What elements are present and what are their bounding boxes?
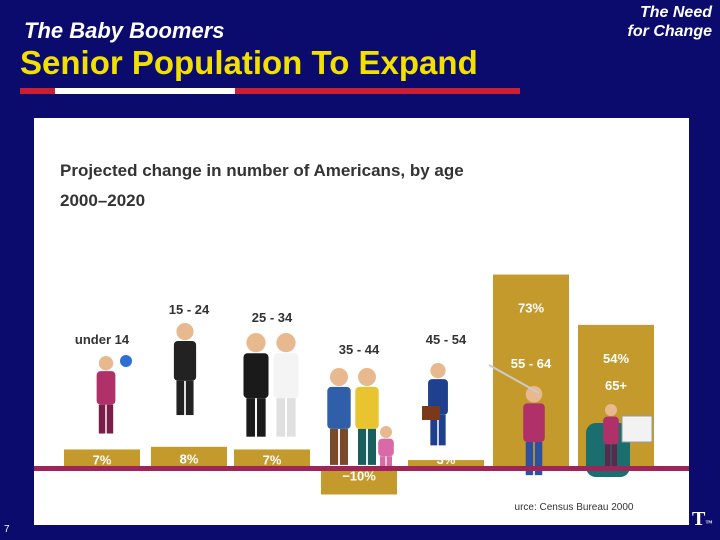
section-label-line2: for Change: [627, 23, 712, 40]
bar-1: [151, 446, 227, 468]
figure-groom-head: [246, 333, 266, 353]
chart-title-line2: 2000–2020: [60, 191, 145, 210]
figure-businessman-torso: [428, 379, 448, 415]
figure-bride: [273, 333, 299, 437]
category-label-5: 55 - 64: [511, 356, 552, 371]
bar-0: [64, 449, 140, 468]
golf-club-icon: [488, 364, 540, 394]
figure-senior-leg-left: [605, 444, 611, 469]
figure-groom: [243, 333, 269, 437]
logo-letter: T: [692, 508, 706, 530]
figure-parent-man-leg-right: [339, 428, 348, 465]
figure-senior-torso: [603, 416, 619, 445]
figure-parent-man-torso: [327, 386, 351, 429]
figure-businessman-leg-left: [430, 414, 438, 446]
figure-graduate: [173, 323, 197, 416]
value-label-6: 54%: [603, 351, 629, 366]
figure-toddler-head: [380, 426, 392, 438]
section-label: The Need for Change: [628, 3, 712, 41]
figure-toddler-torso: [378, 438, 394, 457]
figure-toddler-leg-left: [380, 456, 386, 472]
slide-title: Senior Population To Expand: [20, 44, 478, 81]
figure-bride-head: [276, 333, 296, 353]
title-underline: [20, 88, 520, 94]
category-label-2: 25 - 34: [252, 310, 293, 325]
logo-mark: ™: [705, 519, 713, 527]
title-underline-highlight: [55, 88, 235, 94]
figure-child-torso: [96, 371, 116, 405]
figure-parent-woman: [355, 368, 379, 465]
value-label-0: 7%: [93, 453, 112, 468]
figure-child-head: [98, 356, 114, 371]
value-label-3: −10%: [342, 469, 376, 484]
figure-child: [96, 356, 116, 434]
chart-title-line1: Projected change in number of Americans,…: [60, 161, 464, 180]
figure-parent-man-leg-left: [330, 428, 339, 465]
bar-4: [408, 460, 484, 468]
value-label-4: 3%: [437, 452, 456, 467]
category-label-6: 65+: [605, 378, 627, 393]
figure-parent-man: [327, 368, 351, 465]
figure-groom-leg-right: [256, 398, 266, 437]
figure-parent-woman-leg-right: [367, 428, 376, 465]
figure-graduate-leg-left: [176, 380, 185, 416]
figure-toddler-leg-right: [386, 456, 392, 472]
bar-3: [321, 468, 397, 495]
figure-parent-woman-head: [358, 368, 376, 386]
figure-toddler: [378, 426, 394, 472]
figure-golfer-torso: [523, 403, 545, 443]
figure-businessman: [428, 363, 448, 446]
figure-groom-leg-left: [246, 398, 256, 437]
figure-child-leg-right: [106, 404, 114, 434]
category-label-3: 35 - 44: [339, 342, 380, 357]
figure-senior-head: [605, 404, 617, 416]
figure-golfer: [523, 386, 545, 476]
figure-businessman-head: [430, 363, 446, 379]
figure-bride-torso: [273, 353, 299, 399]
category-label-1: 15 - 24: [169, 302, 210, 317]
figure-golfer-leg-left: [525, 442, 534, 476]
figure-graduate-leg-right: [185, 380, 194, 416]
figure-businessman-leg-right: [438, 414, 446, 446]
figure-bride-leg-left: [276, 398, 286, 437]
value-label-5: 73%: [518, 301, 544, 316]
figure-groom-torso: [243, 353, 269, 399]
page-number: 7: [4, 524, 10, 535]
figure-senior-leg-right: [611, 444, 617, 469]
figure-golfer-head: [525, 386, 543, 403]
figure-bride-leg-right: [286, 398, 296, 437]
newspaper-icon: [621, 415, 653, 443]
briefcase-icon: [422, 406, 440, 420]
chart-panel: Projected change in number of Americans,…: [34, 118, 689, 525]
logo: T™: [692, 508, 712, 531]
category-label-4: 45 - 54: [426, 332, 467, 347]
figure-child-leg-left: [98, 404, 106, 434]
figure-graduate-head: [176, 323, 194, 341]
chart-svg: Projected change in number of Americans,…: [34, 161, 689, 513]
section-label-line1: The Need: [639, 4, 712, 21]
figure-golfer-leg-right: [534, 442, 543, 476]
figures-group: [96, 323, 653, 477]
slide-subtitle: The Baby Boomers: [24, 18, 225, 43]
source-note: urce: Census Bureau 2000: [515, 502, 634, 513]
figure-parent-woman-leg-left: [358, 428, 367, 465]
baseline: [34, 466, 689, 471]
figure-senior: [603, 404, 619, 469]
figure-graduate-torso: [173, 340, 197, 381]
figure-parent-woman-torso: [355, 386, 379, 429]
value-label-2: 7%: [263, 453, 282, 468]
bar-2: [234, 449, 310, 468]
value-label-1: 8%: [180, 451, 199, 466]
figure-parent-man-head: [330, 368, 348, 386]
category-label-0: under 14: [75, 332, 130, 347]
ball-icon: [120, 355, 132, 367]
